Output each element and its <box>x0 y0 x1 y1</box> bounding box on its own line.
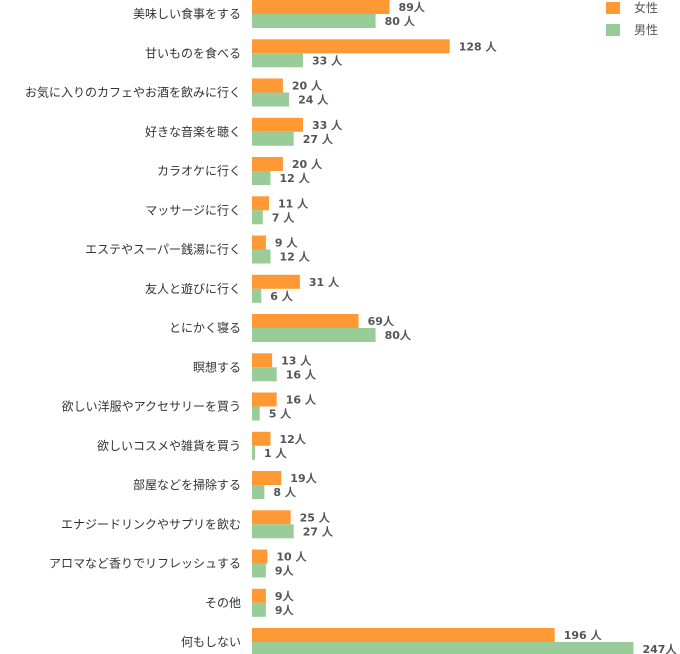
bar-male <box>252 563 266 578</box>
legend-swatch-male <box>606 24 620 36</box>
value-label-male: 9人 <box>275 603 295 617</box>
value-label-male: 8 人 <box>273 485 296 499</box>
value-label-male: 9人 <box>275 564 295 578</box>
bar-male <box>252 92 290 107</box>
value-label-male: 5 人 <box>269 407 292 421</box>
value-label-male: 80 人 <box>385 14 416 28</box>
value-label-female: 25 人 <box>300 510 331 524</box>
value-label-female: 19人 <box>290 471 317 485</box>
value-label-male: 24 人 <box>298 93 329 107</box>
bar-male <box>252 367 277 382</box>
bar-female <box>252 471 282 485</box>
bar-male <box>252 249 271 264</box>
bar-female <box>252 549 268 564</box>
category-label: 美味しい食事をする <box>133 6 241 21</box>
legend-label-male: 男性 <box>634 23 658 37</box>
value-label-male: 80人 <box>385 328 412 342</box>
category-label: 瞑想する <box>193 359 241 374</box>
bar-male <box>252 485 265 499</box>
value-label-male: 12 人 <box>280 250 311 264</box>
bar-male <box>252 210 263 225</box>
category-label: 好きな音楽を聴く <box>145 124 241 139</box>
category-label: とにかく寝る <box>169 320 241 335</box>
bar-male <box>252 53 303 68</box>
category-label: アロマなど香りでリフレッシュする <box>49 557 241 571</box>
bar-female <box>252 117 303 132</box>
bar-female <box>252 510 291 525</box>
value-label-male: 6 人 <box>270 289 293 303</box>
value-label-female: 13 人 <box>281 353 312 367</box>
category-label: エステやスーパー銭湯に行く <box>85 242 241 257</box>
bar-female <box>252 78 283 93</box>
value-label-female: 33 人 <box>312 118 343 132</box>
bar-male <box>252 14 376 28</box>
value-label-female: 11 人 <box>278 196 309 210</box>
bar-female <box>252 274 300 289</box>
category-label: その他 <box>205 596 241 610</box>
category-label: お気に入りのカフェやお酒を飲みに行く <box>25 85 241 100</box>
category-label: 欲しいコスメや雑貨を買う <box>97 438 241 453</box>
category-label: エナジードリンクやサプリを飲む <box>61 516 241 531</box>
legend: 女性 男性 <box>606 0 658 37</box>
bar-male <box>252 171 271 185</box>
value-label-female: 20 人 <box>292 157 323 171</box>
bar-female <box>252 39 450 54</box>
category-label: 何もしない <box>181 635 241 649</box>
value-label-male: 27 人 <box>303 524 334 538</box>
value-label-female: 9人 <box>275 589 295 603</box>
bar-female <box>252 157 283 171</box>
value-label-female: 20 人 <box>292 79 323 93</box>
legend-swatch-female <box>606 2 620 14</box>
value-label-female: 9 人 <box>275 236 298 250</box>
bar-male <box>252 602 266 617</box>
legend-label-female: 女性 <box>634 0 658 15</box>
category-label: カラオケに行く <box>157 164 241 178</box>
category-label: 欲しい洋服やアクセサリーを買う <box>62 399 241 414</box>
value-label-female: 128 人 <box>459 39 498 53</box>
value-label-male: 33 人 <box>312 53 343 67</box>
bar-male <box>252 406 260 421</box>
bar-female <box>252 628 555 642</box>
bar-male <box>252 524 294 539</box>
bar-female <box>252 588 266 603</box>
bar-male <box>252 131 294 146</box>
bar-female <box>252 314 359 328</box>
value-label-male: 12 人 <box>280 171 311 185</box>
value-label-male: 247人 <box>643 642 678 654</box>
value-label-female: 16 人 <box>286 393 317 407</box>
value-label-female: 10 人 <box>276 550 307 564</box>
value-label-male: 27 人 <box>303 132 334 146</box>
value-label-female: 12人 <box>280 432 307 446</box>
bar-female <box>252 235 266 250</box>
value-label-male: 1 人 <box>264 446 287 460</box>
bar-female <box>252 196 269 211</box>
bar-male <box>252 328 376 342</box>
value-label-female: 31 人 <box>309 275 340 289</box>
bar-female <box>252 0 390 14</box>
bar-female <box>252 353 273 368</box>
bar-male <box>252 642 634 654</box>
bar-male <box>252 288 262 303</box>
value-label-male: 16 人 <box>286 367 317 381</box>
category-label: 部屋などを掃除する <box>133 477 241 492</box>
value-label-male: 7 人 <box>272 210 295 224</box>
category-label: 甘いものを食べる <box>145 45 241 60</box>
value-label-female: 89人 <box>399 0 426 14</box>
bar-male <box>252 445 255 460</box>
category-label: マッサージに行く <box>145 203 241 217</box>
bar-female <box>252 392 277 407</box>
category-label: 友人と遊びに行く <box>145 281 241 296</box>
value-label-female: 196 人 <box>564 628 603 642</box>
value-label-female: 69人 <box>368 314 395 328</box>
bar-female <box>252 431 271 446</box>
